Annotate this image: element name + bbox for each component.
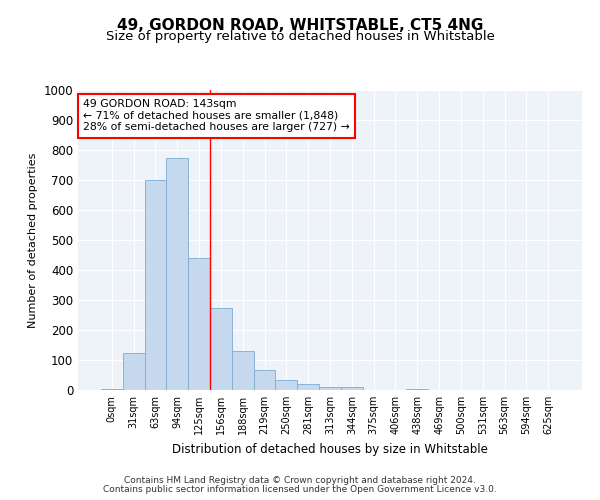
- Bar: [341, 387, 363, 390]
- Text: Distribution of detached houses by size in Whitstable: Distribution of detached houses by size …: [172, 442, 488, 456]
- Bar: [101, 388, 123, 390]
- Bar: [188, 258, 210, 390]
- Y-axis label: Number of detached properties: Number of detached properties: [28, 152, 38, 328]
- Bar: [145, 180, 166, 390]
- Bar: [297, 384, 319, 390]
- Text: 49 GORDON ROAD: 143sqm
← 71% of detached houses are smaller (1,848)
28% of semi-: 49 GORDON ROAD: 143sqm ← 71% of detached…: [83, 99, 350, 132]
- Bar: [319, 387, 341, 390]
- Text: 49, GORDON ROAD, WHITSTABLE, CT5 4NG: 49, GORDON ROAD, WHITSTABLE, CT5 4NG: [117, 18, 483, 32]
- Bar: [406, 388, 428, 390]
- Text: Size of property relative to detached houses in Whitstable: Size of property relative to detached ho…: [106, 30, 494, 43]
- Bar: [123, 352, 145, 390]
- Bar: [232, 351, 254, 390]
- Bar: [210, 308, 232, 390]
- Text: Contains HM Land Registry data © Crown copyright and database right 2024.: Contains HM Land Registry data © Crown c…: [124, 476, 476, 485]
- Bar: [275, 380, 297, 390]
- Text: Contains public sector information licensed under the Open Government Licence v3: Contains public sector information licen…: [103, 485, 497, 494]
- Bar: [254, 370, 275, 390]
- Bar: [166, 158, 188, 390]
